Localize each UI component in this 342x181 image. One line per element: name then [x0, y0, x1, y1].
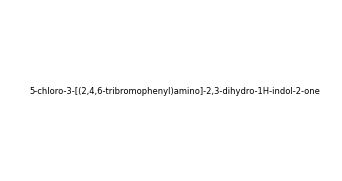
Text: 5-chloro-3-[(2,4,6-tribromophenyl)amino]-2,3-dihydro-1H-indol-2-one: 5-chloro-3-[(2,4,6-tribromophenyl)amino]… — [30, 87, 321, 96]
